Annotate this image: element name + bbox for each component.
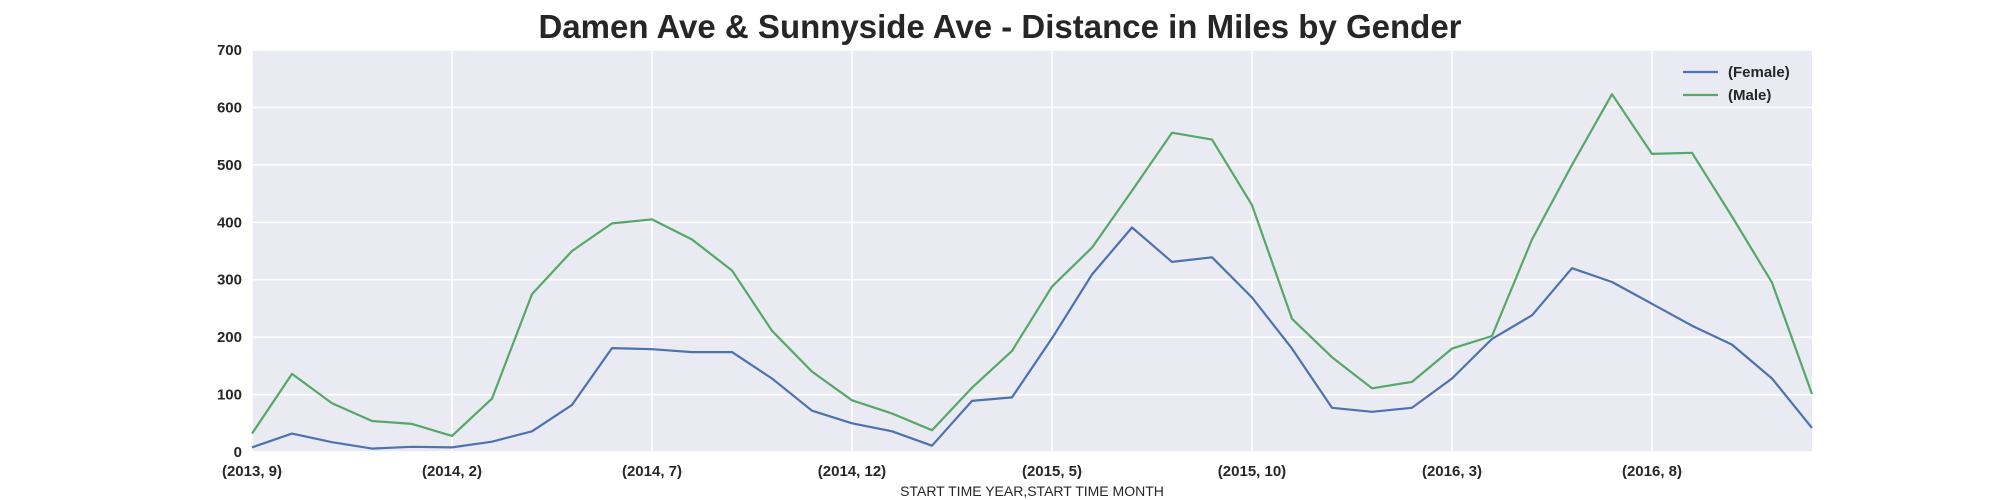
x-tick-label: (2015, 5) bbox=[1022, 463, 1082, 480]
y-tick-label: 300 bbox=[217, 272, 242, 289]
x-axis-ticks: (2013, 9) (2014, 2) (2014, 7) (2014, 12) (20… bbox=[222, 463, 1682, 480]
y-tick-label: 200 bbox=[217, 329, 242, 346]
y-tick-label: 0 bbox=[234, 444, 242, 461]
chart-title: Damen Ave & Sunnyside Ave - Distance in … bbox=[538, 8, 1462, 45]
x-tick-label: (2014, 7) bbox=[622, 463, 682, 480]
series-line-female bbox=[251, 226, 1813, 450]
y-tick-label: 600 bbox=[217, 99, 242, 116]
x-tick-label: (2013, 9) bbox=[222, 463, 282, 480]
x-tick-label: (2014, 2) bbox=[422, 463, 482, 480]
y-tick-label: 700 bbox=[217, 42, 242, 59]
legend-label: (Male) bbox=[1728, 87, 1771, 104]
plot-area bbox=[252, 50, 1812, 452]
x-tick-label: (2014, 12) bbox=[818, 463, 886, 480]
x-axis-label: START TIME YEAR,START TIME MONTH bbox=[900, 483, 1164, 499]
series-line-male bbox=[251, 93, 1814, 437]
legend-label: (Female) bbox=[1728, 64, 1790, 81]
y-tick-label: 100 bbox=[217, 387, 242, 404]
x-tick-label: (2015, 10) bbox=[1218, 463, 1286, 480]
grid bbox=[251, 49, 1812, 453]
y-tick-label: 500 bbox=[217, 157, 242, 174]
series-layer bbox=[251, 93, 1814, 450]
legend: (Female) (Male) bbox=[1683, 64, 1790, 104]
y-tick-label: 400 bbox=[217, 214, 242, 231]
y-axis-ticks: 0 100 200 300 400 500 600 700 bbox=[217, 42, 242, 461]
x-tick-label: (2016, 3) bbox=[1422, 463, 1482, 480]
x-tick-label: (2016, 8) bbox=[1622, 463, 1682, 480]
